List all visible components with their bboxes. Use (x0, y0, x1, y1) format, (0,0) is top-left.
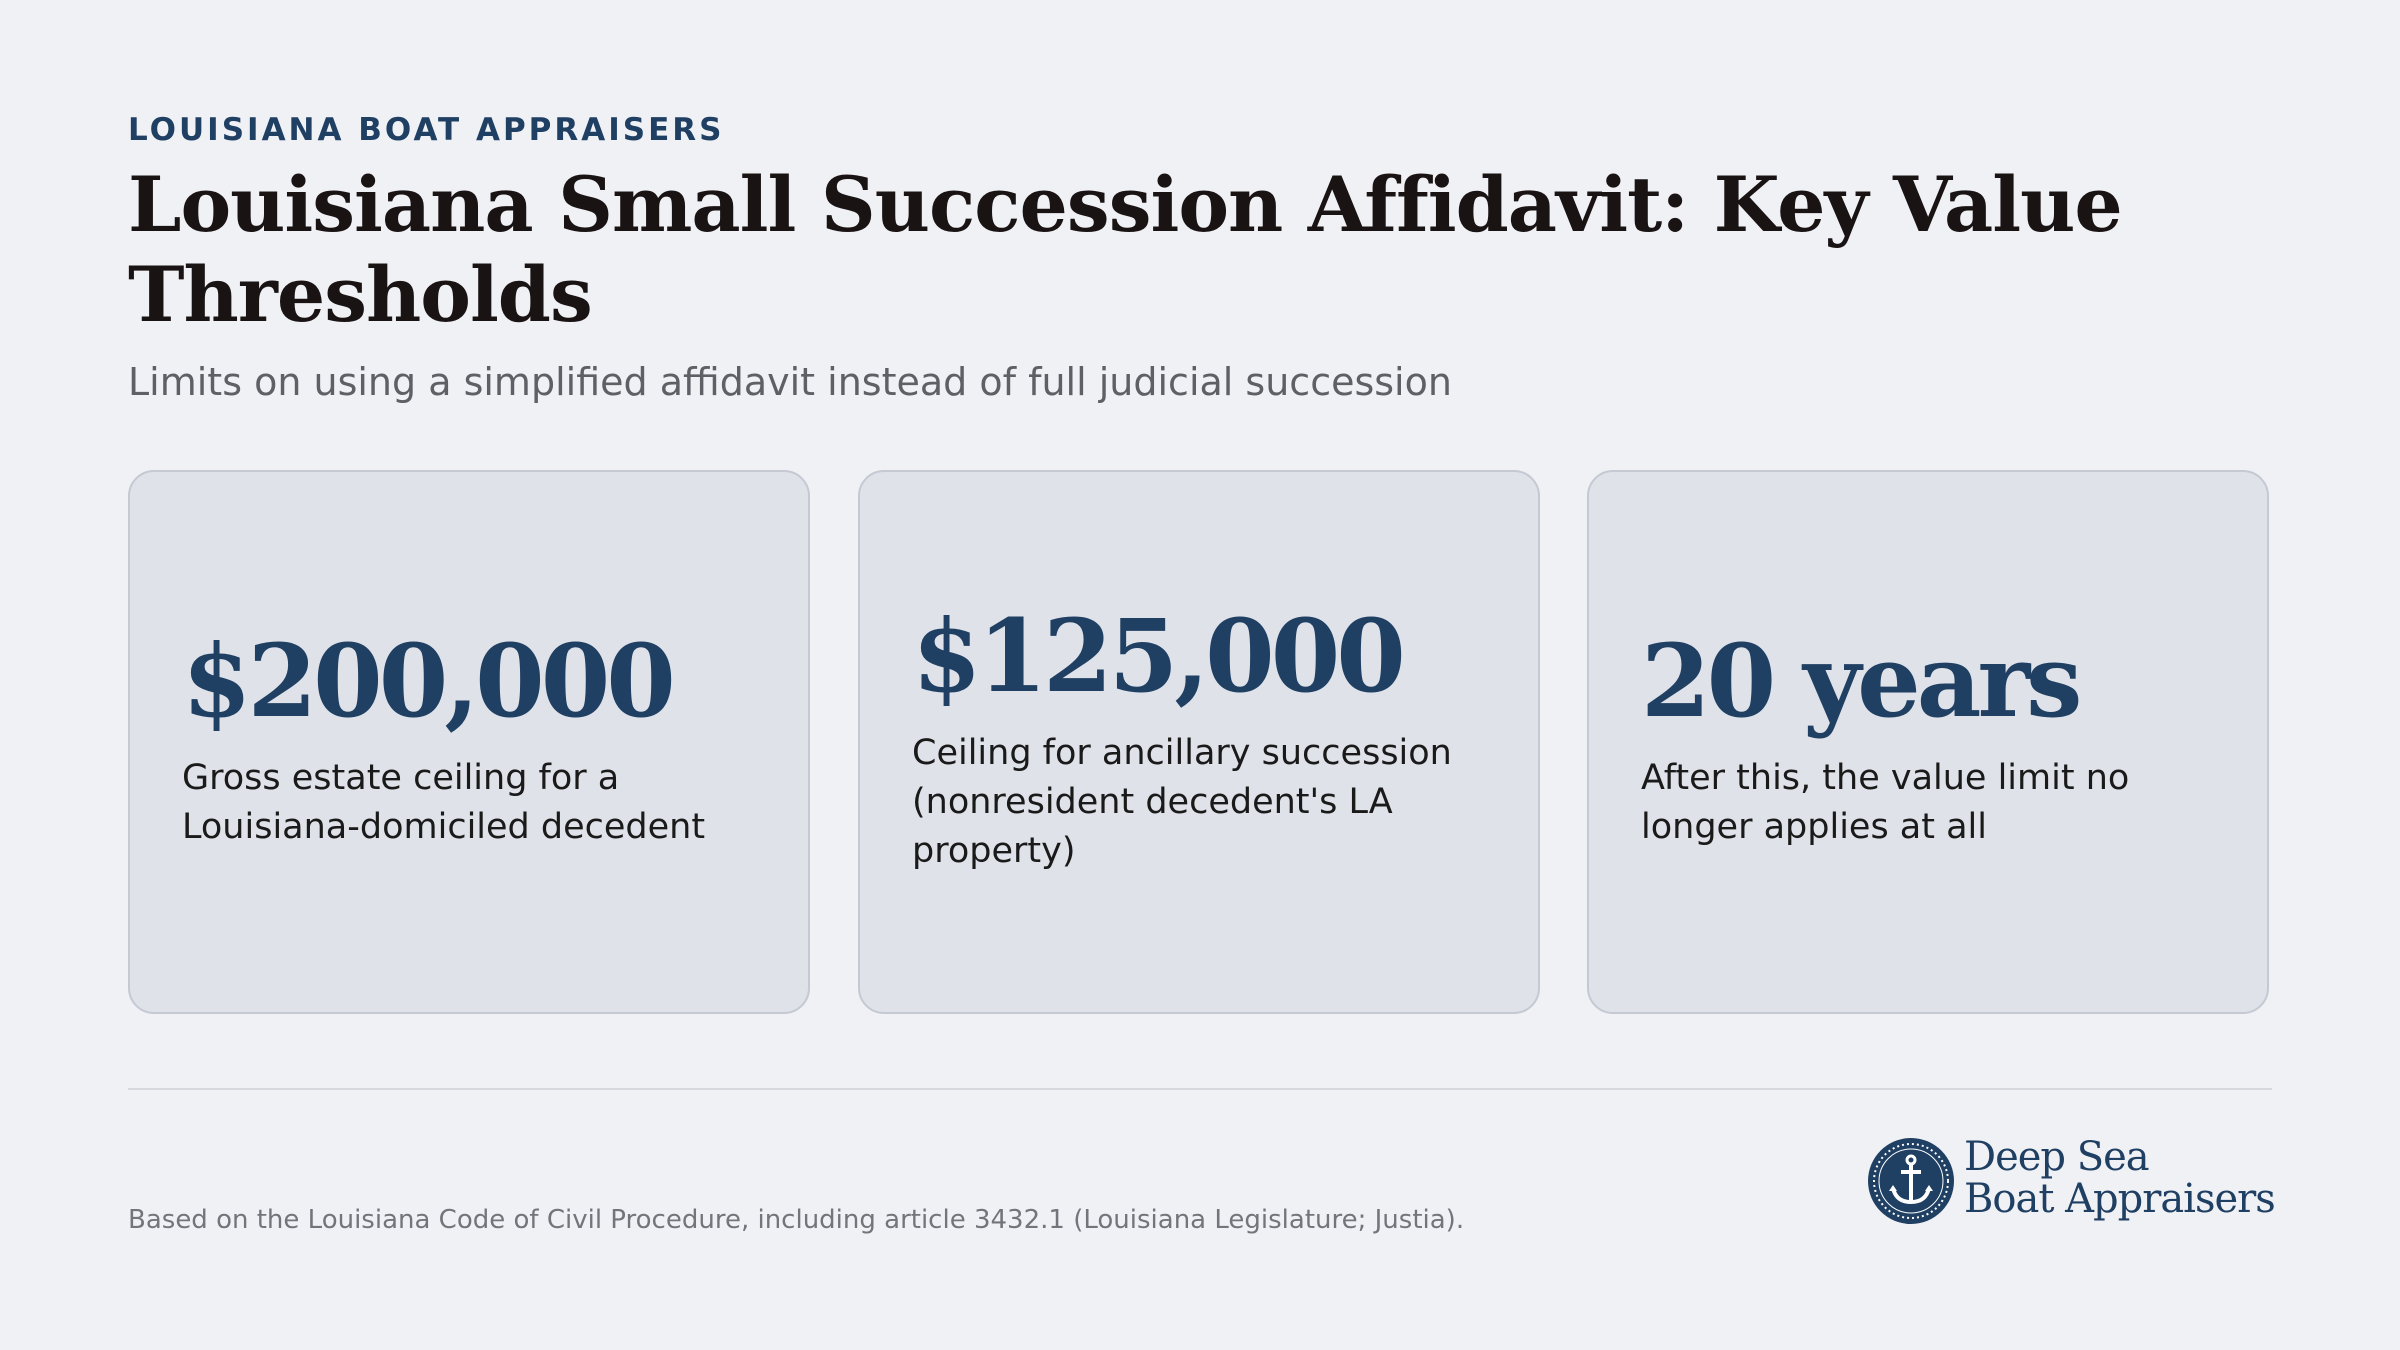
brand-line-1: Deep Sea (1964, 1134, 2150, 1180)
brand-logo: Deep Sea Boat Appraisers (1866, 1136, 2276, 1226)
page-title: Louisiana Small Succession Affidavit: Ke… (128, 160, 2123, 339)
threshold-value: 20 years (1641, 622, 2082, 740)
divider (128, 1088, 2272, 1090)
anchor-icon (1868, 1138, 1954, 1224)
page-subtitle: Limits on using a simplified affidavit i… (128, 360, 1452, 404)
threshold-card-domiciled: $200,000 Gross estate ceiling for a Loui… (128, 470, 810, 1014)
threshold-value: $200,000 (182, 622, 676, 740)
brand-wordmark: Deep Sea Boat Appraisers (1964, 1134, 2276, 1222)
source-footnote: Based on the Louisiana Code of Civil Pro… (128, 1205, 1465, 1235)
threshold-description: After this, the value limit no longer ap… (1641, 758, 2130, 847)
threshold-description: Ceiling for ancillary succession (nonres… (912, 733, 1452, 871)
threshold-card-years: 20 years After this, the value limit no … (1587, 470, 2269, 1014)
threshold-value: $125,000 (912, 597, 1406, 715)
eyebrow: LOUISIANA BOAT APPRAISERS (128, 112, 725, 148)
brand-line-2: Boat Appraisers (1964, 1176, 2276, 1222)
threshold-card-ancillary: $125,000 Ceiling for ancillary successio… (858, 470, 1540, 1014)
threshold-description: Gross estate ceiling for a Louisiana-dom… (182, 758, 706, 847)
